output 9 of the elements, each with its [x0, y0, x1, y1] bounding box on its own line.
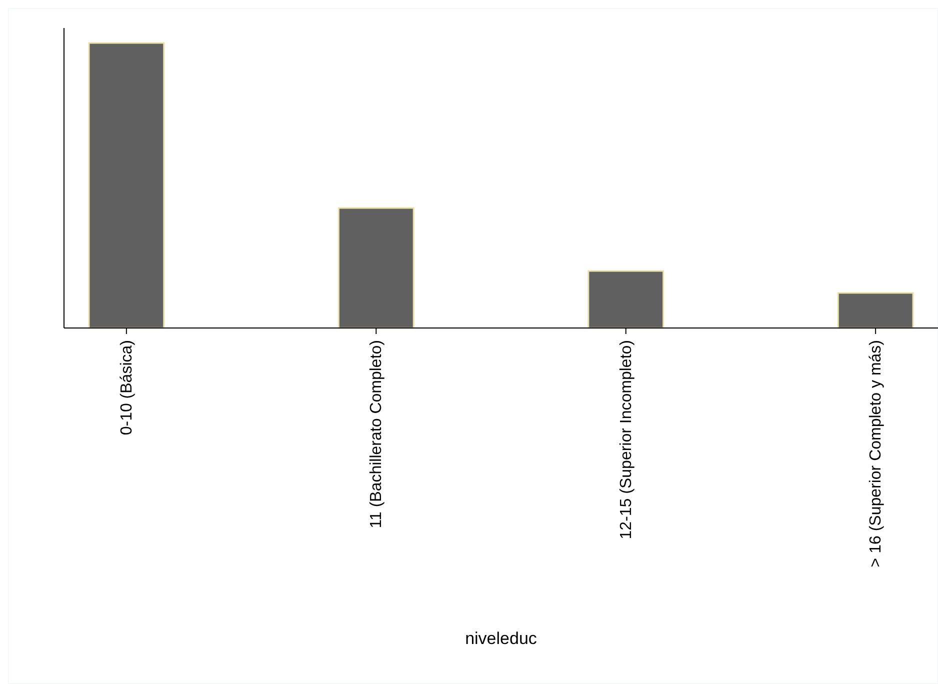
x-tick-label: > 16 (Superior Completo y más) — [868, 340, 885, 568]
bar — [88, 42, 165, 329]
bar — [588, 270, 664, 329]
x-tick-label: 12-15 (Superior Incompleto) — [618, 340, 635, 540]
x-tick-label: 0-10 (Básica) — [118, 340, 136, 436]
x-tick-label: 11 (Bachillerato Completo) — [368, 340, 386, 528]
x-axis-title: niveleduc — [465, 629, 538, 648]
bar — [338, 207, 414, 329]
bar — [837, 292, 914, 329]
